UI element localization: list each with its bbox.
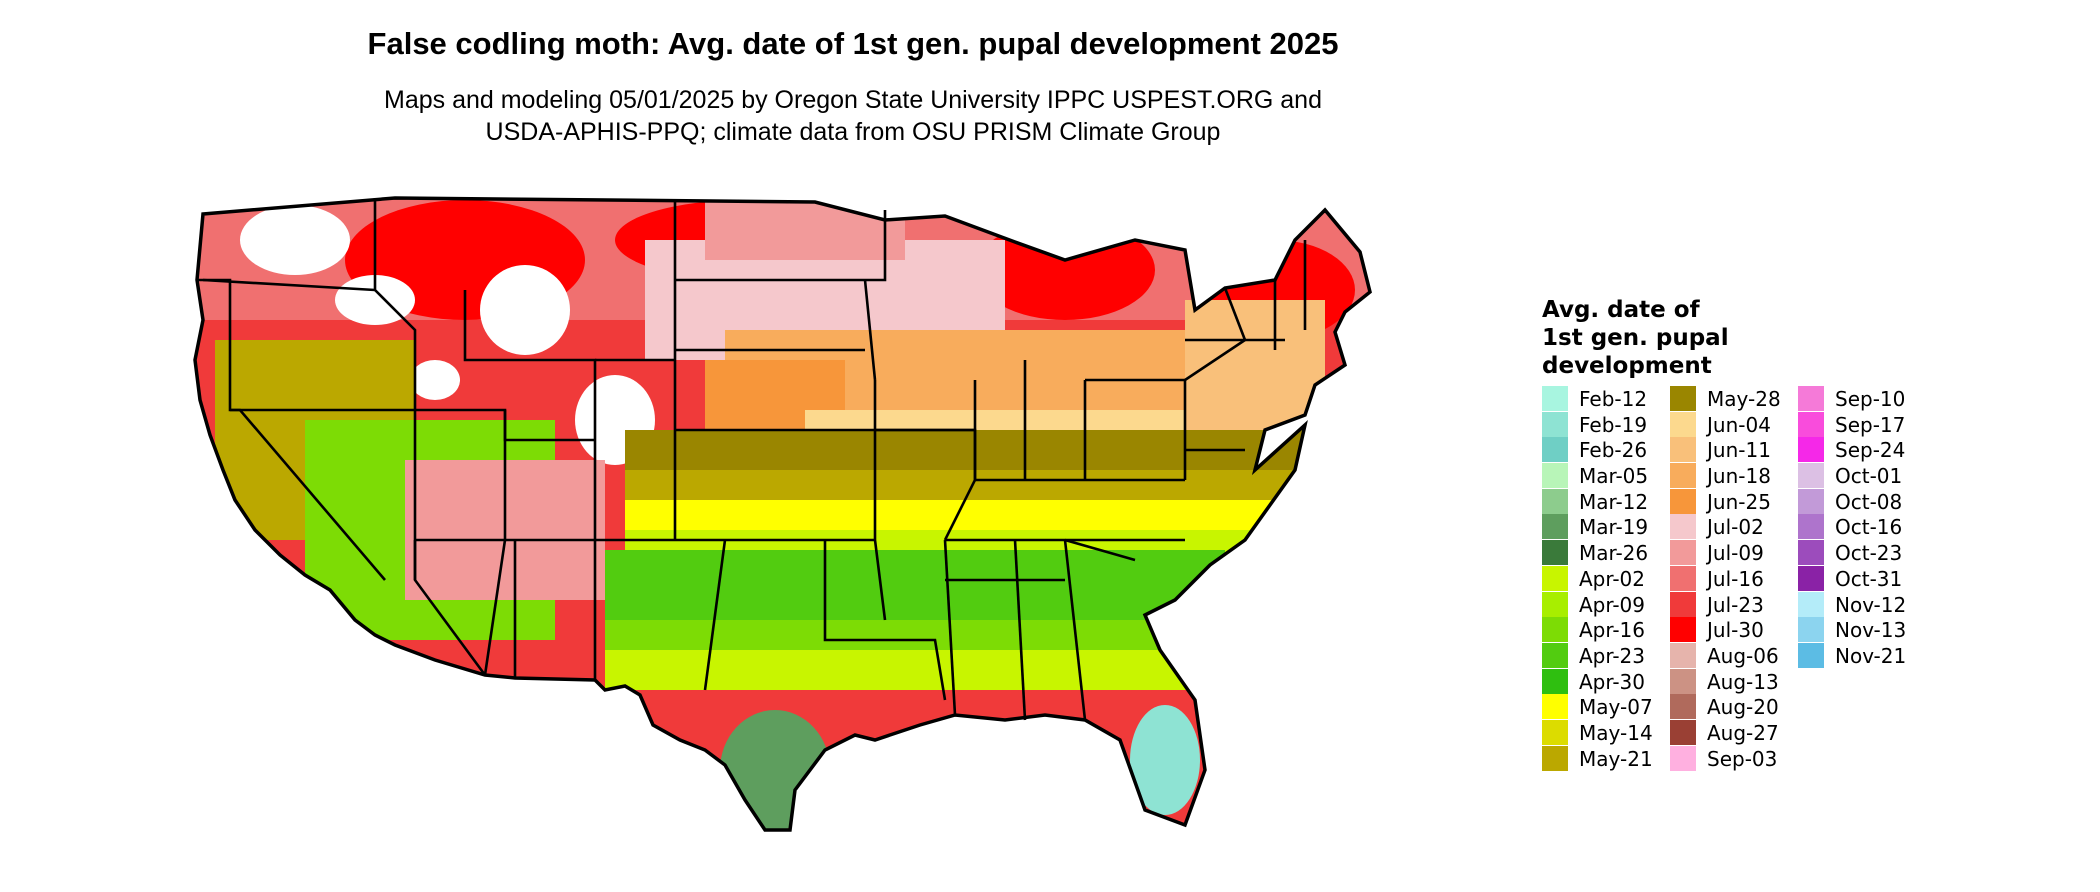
legend-swatch <box>1798 617 1824 643</box>
legend-label: Mar-05 <box>1579 464 1649 489</box>
map-subtitle: Maps and modeling 05/01/2025 by Oregon S… <box>0 84 1706 148</box>
legend-label: Nov-12 <box>1835 592 1907 617</box>
legend-label: Jun-25 <box>1707 489 1771 514</box>
legend-swatch <box>1670 386 1696 411</box>
legend-swatch <box>1798 411 1824 437</box>
legend-swatch <box>1670 642 1696 668</box>
legend-label: Jul-09 <box>1707 541 1764 566</box>
legend-label: Apr-09 <box>1579 592 1645 617</box>
legend-swatch <box>1798 540 1824 566</box>
legend-swatch <box>1542 617 1568 643</box>
legend-label: May-28 <box>1707 387 1781 411</box>
legend-label: Apr-23 <box>1579 643 1645 668</box>
legend-label: Apr-30 <box>1579 669 1645 694</box>
legend-label: Oct-16 <box>1835 515 1903 540</box>
legend-label: Apr-02 <box>1579 566 1645 591</box>
legend-title-line-2: 1st gen. pupal <box>1542 325 1729 351</box>
legend-label: Sep-03 <box>1707 746 1778 771</box>
legend-label: Sep-17 <box>1835 412 1906 437</box>
legend-swatch <box>1542 463 1568 489</box>
legend-swatch <box>1798 565 1824 591</box>
legend-swatch <box>1542 488 1568 514</box>
legend-label: Mar-12 <box>1579 489 1649 514</box>
legend-swatch <box>1542 694 1568 720</box>
legend-swatch <box>1798 514 1824 540</box>
legend-swatch <box>1670 668 1696 694</box>
legend-label: May-21 <box>1579 746 1653 771</box>
legend-label: Jul-02 <box>1707 515 1764 540</box>
map-title: False codling moth: Avg. date of 1st gen… <box>367 26 1339 61</box>
legend-label: Jul-30 <box>1707 618 1764 643</box>
legend-swatch <box>1670 514 1696 540</box>
legend-swatch <box>1542 719 1568 745</box>
legend-title-line-1: Avg. date of <box>1542 297 1700 323</box>
legend-swatch <box>1798 463 1824 489</box>
legend-swatch <box>1670 745 1696 771</box>
legend-label: Nov-13 <box>1835 618 1907 643</box>
legend-label: Oct-31 <box>1835 566 1903 591</box>
legend-swatch <box>1670 591 1696 617</box>
legend-label: Sep-10 <box>1835 387 1906 411</box>
subtitle-line-1: Maps and modeling 05/01/2025 by Oregon S… <box>384 86 1322 114</box>
legend-swatch <box>1670 719 1696 745</box>
legend-swatch <box>1542 591 1568 617</box>
state-boundaries <box>197 198 1307 721</box>
legend-swatch <box>1542 411 1568 437</box>
us-map <box>185 180 1535 890</box>
legend-label: Aug-13 <box>1707 669 1779 694</box>
legend-swatch <box>1798 642 1824 668</box>
legend-swatch <box>1798 386 1824 411</box>
legend-swatch <box>1670 540 1696 566</box>
legend-label: Aug-06 <box>1707 643 1779 668</box>
legend-label: Feb-19 <box>1579 412 1648 437</box>
legend-swatch <box>1670 565 1696 591</box>
legend-label: Jun-18 <box>1707 464 1771 489</box>
legend-label: Oct-01 <box>1835 464 1903 489</box>
legend-label: Sep-24 <box>1835 438 1906 463</box>
legend-label: Oct-23 <box>1835 541 1903 566</box>
legend-swatch <box>1542 386 1568 411</box>
legend-swatch <box>1798 488 1824 514</box>
legend-label: May-14 <box>1579 720 1653 745</box>
legend-label: Oct-08 <box>1835 489 1903 514</box>
legend-swatch <box>1542 514 1568 540</box>
legend-swatch <box>1670 617 1696 643</box>
legend-label: Nov-21 <box>1835 643 1907 668</box>
legend-title: Avg. date of 1st gen. pupal development <box>1542 296 1729 380</box>
legend-swatch <box>1542 437 1568 463</box>
legend-swatch <box>1670 411 1696 437</box>
legend-label: Jun-04 <box>1707 412 1771 437</box>
legend-label: May-07 <box>1579 695 1653 720</box>
legend-label: Feb-26 <box>1579 438 1648 463</box>
legend-label: Jun-11 <box>1707 438 1771 463</box>
legend-label: Feb-12 <box>1579 387 1648 411</box>
legend-swatch <box>1542 565 1568 591</box>
legend: Feb-12 Feb-19 Feb-26 Mar-05 Mar-12 Mar-19 Mar-… <box>1542 386 1982 786</box>
legend-swatch <box>1670 463 1696 489</box>
legend-swatch <box>1670 488 1696 514</box>
legend-swatch <box>1542 745 1568 771</box>
legend-swatch <box>1542 642 1568 668</box>
legend-label: Aug-20 <box>1707 695 1779 720</box>
legend-swatch <box>1798 437 1824 463</box>
legend-label: Mar-19 <box>1579 515 1649 540</box>
legend-swatch <box>1670 437 1696 463</box>
legend-swatch <box>1542 540 1568 566</box>
legend-swatch <box>1542 668 1568 694</box>
legend-swatch <box>1798 591 1824 617</box>
legend-label: Jul-23 <box>1707 592 1764 617</box>
legend-label: Mar-26 <box>1579 541 1649 566</box>
legend-label: Jul-16 <box>1707 566 1764 591</box>
legend-title-line-3: development <box>1542 353 1712 379</box>
subtitle-line-2: USDA-APHIS-PPQ; climate data from OSU PR… <box>485 118 1221 146</box>
legend-swatch <box>1670 694 1696 720</box>
legend-label: Aug-27 <box>1707 720 1779 745</box>
legend-label: Apr-16 <box>1579 618 1645 643</box>
